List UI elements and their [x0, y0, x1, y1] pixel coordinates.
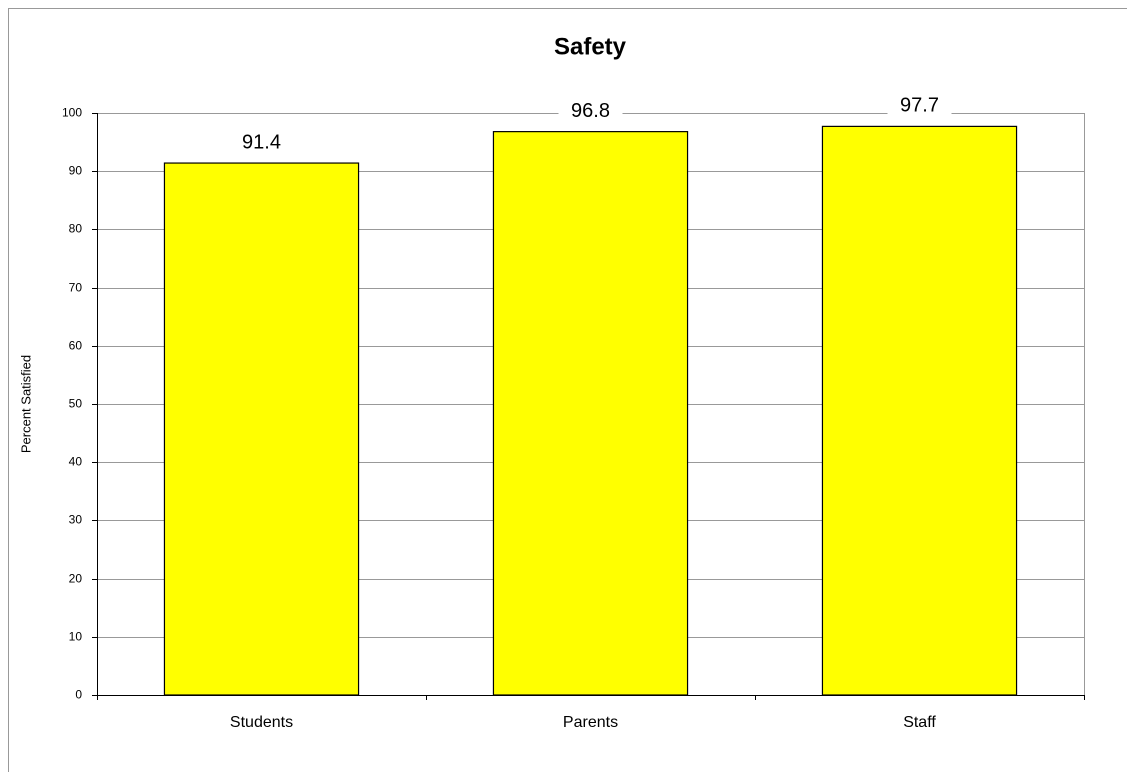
y-tick-label: 60 [69, 339, 83, 353]
data-label-bg [887, 94, 952, 119]
x-tick-label: Students [230, 714, 293, 731]
bar [163, 162, 360, 696]
data-label-bg [229, 131, 294, 156]
data-label: 96.8 [571, 100, 610, 122]
bar [821, 125, 1018, 696]
y-tick-label: 70 [69, 281, 83, 295]
y-tick-label: 40 [69, 455, 83, 469]
chart-title: Safety [554, 33, 627, 60]
data-label: 91.4 [242, 131, 281, 153]
data-label-bg [558, 99, 623, 124]
y-tick-label: 100 [62, 106, 82, 120]
y-tick-label: 50 [69, 397, 83, 411]
x-tick-label: Staff [903, 714, 936, 731]
data-label: 97.7 [900, 95, 939, 117]
y-tick-label: 30 [69, 513, 83, 527]
y-axis-label: Percent Satisfied [18, 355, 33, 453]
y-tick-label: 0 [75, 688, 82, 702]
y-tick-label: 20 [69, 572, 83, 586]
y-tick-label: 80 [69, 222, 83, 236]
x-tick-label: Parents [563, 714, 618, 731]
bar [492, 131, 689, 696]
y-tick-label: 90 [69, 164, 83, 178]
y-tick-label: 10 [69, 630, 83, 644]
